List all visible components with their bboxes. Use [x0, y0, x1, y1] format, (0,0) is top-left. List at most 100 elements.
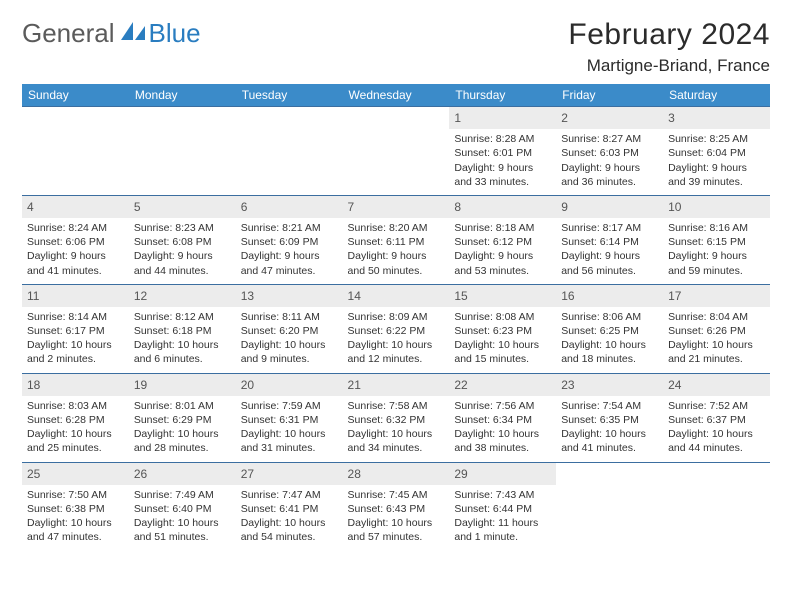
day-cell-21: 21Sunrise: 7:58 AMSunset: 6:32 PMDayligh…	[343, 373, 450, 462]
dow-saturday: Saturday	[663, 84, 770, 107]
daylight-text-2: and 31 minutes.	[240, 441, 339, 455]
daylight-text-2: and 33 minutes.	[453, 175, 552, 189]
day-cell-empty	[663, 462, 770, 550]
dow-monday: Monday	[129, 84, 236, 107]
sunset-text: Sunset: 6:38 PM	[26, 502, 125, 516]
daylight-text-2: and 47 minutes.	[240, 264, 339, 278]
day-cell-17: 17Sunrise: 8:04 AMSunset: 6:26 PMDayligh…	[663, 284, 770, 373]
sunrise-text: Sunrise: 8:14 AM	[26, 310, 125, 324]
sunset-text: Sunset: 6:15 PM	[667, 235, 766, 249]
daylight-text-1: Daylight: 10 hours	[560, 338, 659, 352]
day-number: 29	[449, 463, 556, 485]
sunset-text: Sunset: 6:09 PM	[240, 235, 339, 249]
sunrise-text: Sunrise: 8:25 AM	[667, 132, 766, 146]
day-number: 19	[129, 374, 236, 396]
day-number-empty	[236, 107, 343, 129]
day-number-empty	[343, 107, 450, 129]
sunset-text: Sunset: 6:28 PM	[26, 413, 125, 427]
daylight-text-1: Daylight: 10 hours	[453, 427, 552, 441]
day-cell-10: 10Sunrise: 8:16 AMSunset: 6:15 PMDayligh…	[663, 195, 770, 284]
day-cell-11: 11Sunrise: 8:14 AMSunset: 6:17 PMDayligh…	[22, 284, 129, 373]
sunrise-text: Sunrise: 7:45 AM	[347, 488, 446, 502]
daylight-text-1: Daylight: 10 hours	[26, 338, 125, 352]
day-cell-13: 13Sunrise: 8:11 AMSunset: 6:20 PMDayligh…	[236, 284, 343, 373]
sunrise-text: Sunrise: 7:52 AM	[667, 399, 766, 413]
daylight-text-2: and 12 minutes.	[347, 352, 446, 366]
daylight-text-2: and 39 minutes.	[667, 175, 766, 189]
sunrise-text: Sunrise: 8:23 AM	[133, 221, 232, 235]
week-row: 1Sunrise: 8:28 AMSunset: 6:01 PMDaylight…	[22, 107, 770, 196]
sunset-text: Sunset: 6:23 PM	[453, 324, 552, 338]
sunset-text: Sunset: 6:22 PM	[347, 324, 446, 338]
day-number-empty	[129, 107, 236, 129]
sunset-text: Sunset: 6:35 PM	[560, 413, 659, 427]
day-number: 7	[343, 196, 450, 218]
sunset-text: Sunset: 6:34 PM	[453, 413, 552, 427]
day-number: 2	[556, 107, 663, 129]
daylight-text-1: Daylight: 9 hours	[560, 249, 659, 263]
day-number: 17	[663, 285, 770, 307]
sunrise-text: Sunrise: 7:54 AM	[560, 399, 659, 413]
day-cell-15: 15Sunrise: 8:08 AMSunset: 6:23 PMDayligh…	[449, 284, 556, 373]
day-cell-empty	[22, 107, 129, 196]
month-title: February 2024	[568, 18, 770, 52]
daylight-text-2: and 6 minutes.	[133, 352, 232, 366]
day-cell-3: 3Sunrise: 8:25 AMSunset: 6:04 PMDaylight…	[663, 107, 770, 196]
daylight-text-1: Daylight: 10 hours	[240, 516, 339, 530]
day-number: 18	[22, 374, 129, 396]
daylight-text-1: Daylight: 10 hours	[26, 427, 125, 441]
day-number: 5	[129, 196, 236, 218]
daylight-text-2: and 25 minutes.	[26, 441, 125, 455]
day-cell-12: 12Sunrise: 8:12 AMSunset: 6:18 PMDayligh…	[129, 284, 236, 373]
daylight-text-2: and 59 minutes.	[667, 264, 766, 278]
sunrise-text: Sunrise: 8:20 AM	[347, 221, 446, 235]
day-cell-23: 23Sunrise: 7:54 AMSunset: 6:35 PMDayligh…	[556, 373, 663, 462]
daylight-text-2: and 15 minutes.	[453, 352, 552, 366]
sunset-text: Sunset: 6:44 PM	[453, 502, 552, 516]
day-cell-9: 9Sunrise: 8:17 AMSunset: 6:14 PMDaylight…	[556, 195, 663, 284]
day-cell-24: 24Sunrise: 7:52 AMSunset: 6:37 PMDayligh…	[663, 373, 770, 462]
day-number-empty	[556, 463, 663, 485]
week-row: 11Sunrise: 8:14 AMSunset: 6:17 PMDayligh…	[22, 284, 770, 373]
sunrise-text: Sunrise: 7:49 AM	[133, 488, 232, 502]
day-cell-27: 27Sunrise: 7:47 AMSunset: 6:41 PMDayligh…	[236, 462, 343, 550]
dow-tuesday: Tuesday	[236, 84, 343, 107]
sunset-text: Sunset: 6:11 PM	[347, 235, 446, 249]
sunrise-text: Sunrise: 8:04 AM	[667, 310, 766, 324]
day-cell-25: 25Sunrise: 7:50 AMSunset: 6:38 PMDayligh…	[22, 462, 129, 550]
daylight-text-2: and 44 minutes.	[133, 264, 232, 278]
daylight-text-2: and 18 minutes.	[560, 352, 659, 366]
day-number-empty	[663, 463, 770, 485]
day-cell-16: 16Sunrise: 8:06 AMSunset: 6:25 PMDayligh…	[556, 284, 663, 373]
sunrise-text: Sunrise: 7:56 AM	[453, 399, 552, 413]
dow-friday: Friday	[556, 84, 663, 107]
sunrise-text: Sunrise: 7:59 AM	[240, 399, 339, 413]
day-number: 21	[343, 374, 450, 396]
daylight-text-1: Daylight: 10 hours	[667, 427, 766, 441]
calendar-grid: SundayMondayTuesdayWednesdayThursdayFrid…	[22, 84, 770, 550]
sunrise-text: Sunrise: 7:58 AM	[347, 399, 446, 413]
week-row: 18Sunrise: 8:03 AMSunset: 6:28 PMDayligh…	[22, 373, 770, 462]
sunrise-text: Sunrise: 8:21 AM	[240, 221, 339, 235]
sunset-text: Sunset: 6:43 PM	[347, 502, 446, 516]
sunset-text: Sunset: 6:29 PM	[133, 413, 232, 427]
daylight-text-2: and 28 minutes.	[133, 441, 232, 455]
days-of-week-row: SundayMondayTuesdayWednesdayThursdayFrid…	[22, 84, 770, 107]
daylight-text-1: Daylight: 10 hours	[667, 338, 766, 352]
day-cell-18: 18Sunrise: 8:03 AMSunset: 6:28 PMDayligh…	[22, 373, 129, 462]
sunset-text: Sunset: 6:18 PM	[133, 324, 232, 338]
sunset-text: Sunset: 6:04 PM	[667, 146, 766, 160]
daylight-text-1: Daylight: 10 hours	[133, 427, 232, 441]
dow-thursday: Thursday	[449, 84, 556, 107]
day-number: 26	[129, 463, 236, 485]
daylight-text-2: and 41 minutes.	[560, 441, 659, 455]
day-cell-7: 7Sunrise: 8:20 AMSunset: 6:11 PMDaylight…	[343, 195, 450, 284]
sunrise-text: Sunrise: 8:16 AM	[667, 221, 766, 235]
daylight-text-2: and 36 minutes.	[560, 175, 659, 189]
daylight-text-1: Daylight: 9 hours	[26, 249, 125, 263]
sunset-text: Sunset: 6:17 PM	[26, 324, 125, 338]
day-number: 12	[129, 285, 236, 307]
sunset-text: Sunset: 6:40 PM	[133, 502, 232, 516]
brand-part1: General	[22, 18, 115, 49]
day-number: 28	[343, 463, 450, 485]
